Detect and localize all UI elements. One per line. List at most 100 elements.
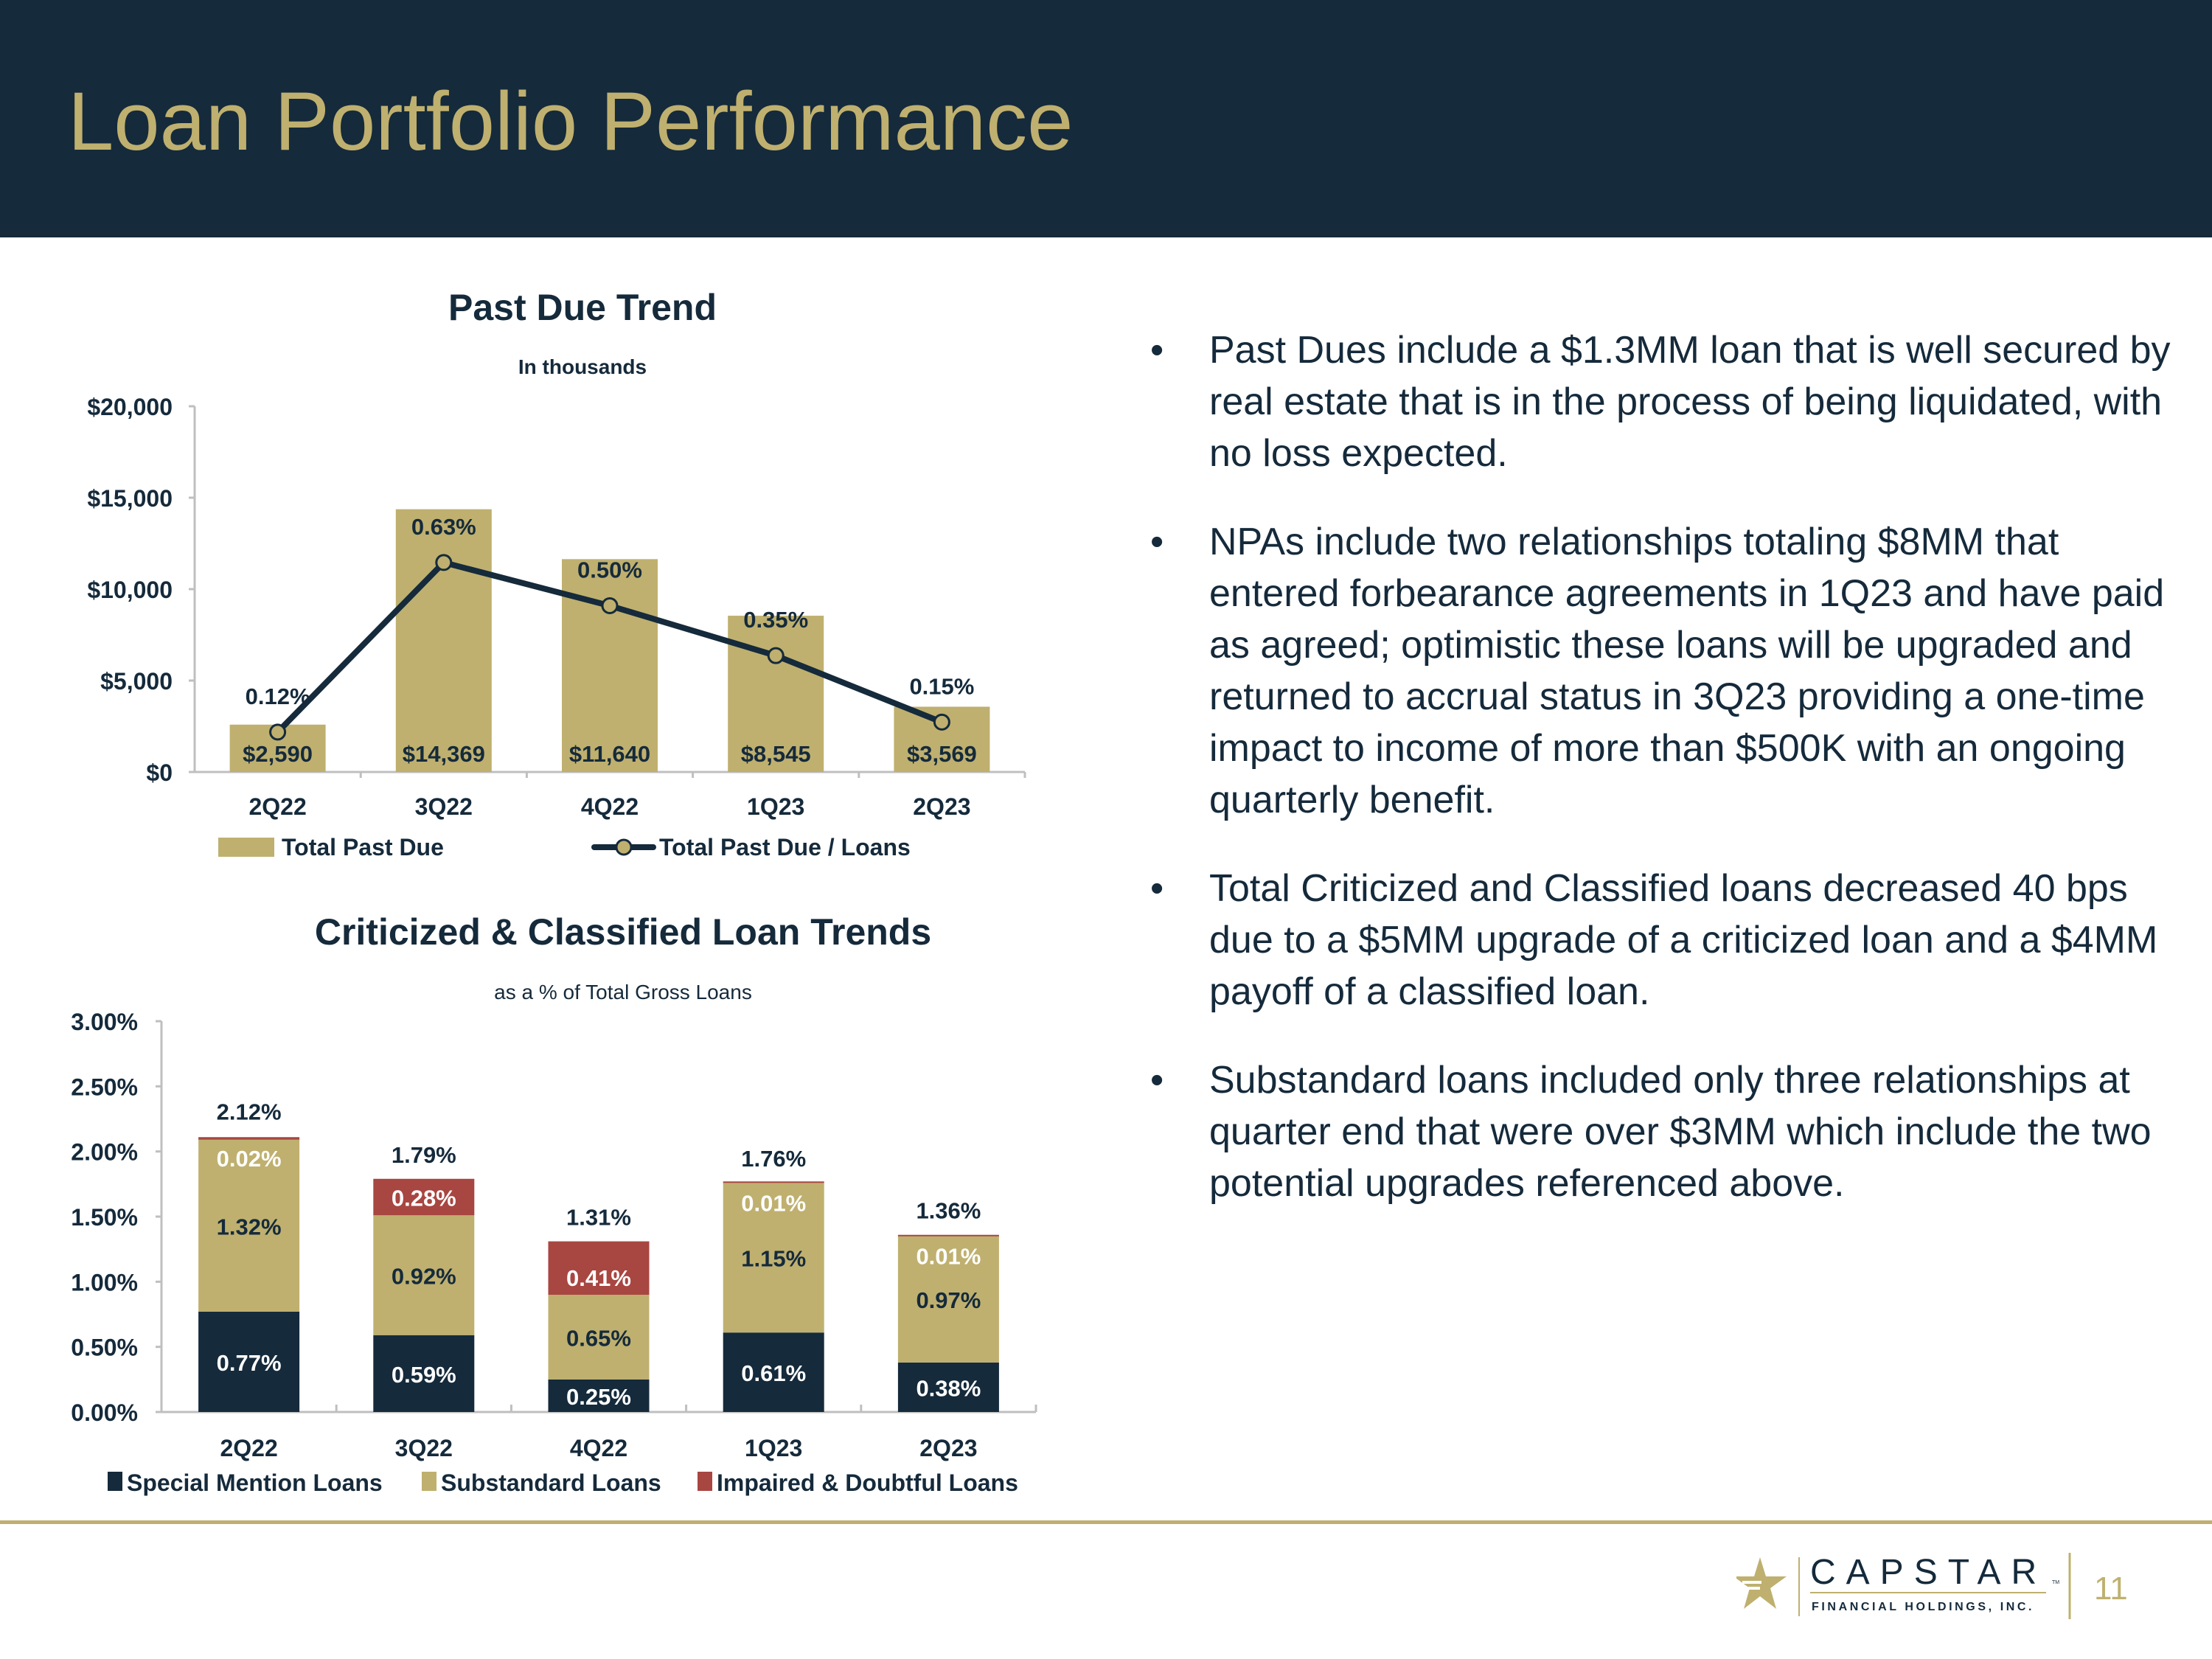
bullet-item: • Past Dues include a $1.3MM loan that is… — [1150, 324, 2183, 479]
bar-special-mention — [897, 1362, 999, 1412]
past-due-chart: $0 $5,000 $10,000 $15,000 $20,000 $2,590 2Q22 $… — [87, 394, 1026, 860]
segment-label: 0.38% — [916, 1375, 981, 1401]
legend-label: Total Past Due — [282, 834, 444, 860]
segment-label: 0.59% — [392, 1362, 456, 1388]
line-data-label: 0.63% — [411, 514, 476, 540]
bar-data-label: $8,545 — [741, 741, 811, 767]
bar-substandard — [198, 1139, 300, 1312]
x-tick-label: 2Q23 — [913, 793, 970, 820]
x-tick-label: 2Q23 — [919, 1435, 977, 1461]
bar-total-past-due — [395, 509, 492, 772]
bullet-text: Past Dues include a $1.3MM loan that is … — [1209, 329, 2171, 475]
line-data-label: 0.35% — [743, 607, 808, 633]
y-tick-label: $20,000 — [87, 394, 173, 420]
bar-impaired-doubtful — [373, 1178, 475, 1216]
bullet-icon: • — [1150, 521, 1164, 563]
line-data-label: 0.12% — [246, 684, 310, 709]
bar-special-mention — [723, 1332, 824, 1412]
line-data-label: 0.15% — [909, 673, 974, 699]
bar-total-past-due — [728, 616, 824, 772]
total-label: 1.31% — [566, 1205, 631, 1231]
chart2-title: Criticized & Classified Loan Trends — [314, 911, 932, 953]
bar-total-past-due — [562, 559, 658, 772]
logo-wordmark: CAPSTAR — [1810, 1553, 2047, 1592]
y-tick-label: 0.00% — [71, 1399, 138, 1426]
x-tick-label: 2Q22 — [220, 1435, 277, 1461]
x-tick-label: 4Q22 — [581, 793, 639, 820]
line-data-label: 0.50% — [577, 557, 642, 583]
total-label: 1.79% — [392, 1142, 456, 1168]
bullet-icon: • — [1150, 867, 1164, 910]
page-number: 11 — [2094, 1571, 2128, 1607]
footer-divider — [0, 1520, 2212, 1524]
bullet-item: • NPAs include two relationships totaling… — [1150, 516, 2183, 826]
star-icon — [1736, 1557, 1787, 1609]
legend-label: Impaired & Doubtful Loans — [717, 1470, 1018, 1496]
y-tick-label: $5,000 — [100, 668, 173, 695]
segment-label: 1.32% — [217, 1214, 282, 1239]
legend-label: Total Past Due / Loans — [659, 834, 911, 860]
commentary-list: • Past Dues include a $1.3MM loan that is… — [1150, 324, 2183, 1246]
segment-label: 0.77% — [217, 1350, 282, 1376]
segment-label: 0.41% — [566, 1265, 631, 1291]
bullet-text: Total Criticized and Classified loans de… — [1209, 867, 2158, 1013]
line-point — [601, 597, 619, 615]
y-tick-label: 1.50% — [71, 1204, 138, 1231]
bar-special-mention — [373, 1335, 475, 1412]
bar-substandard — [373, 1215, 475, 1335]
legend-swatch-marker — [615, 838, 633, 856]
bar-data-label: $11,640 — [569, 741, 650, 767]
segment-label: 0.97% — [916, 1287, 981, 1313]
chart2-subtitle: as a % of Total Gross Loans — [494, 981, 752, 1004]
y-tick-label: 2.50% — [71, 1074, 138, 1100]
bar-impaired-doubtful — [897, 1234, 999, 1237]
bar-substandard — [723, 1183, 824, 1333]
legend-swatch — [698, 1472, 712, 1491]
segment-label: 0.02% — [217, 1146, 282, 1172]
bar-substandard — [897, 1236, 999, 1363]
y-tick-label: 3.00% — [71, 1009, 138, 1035]
segment-label: 0.61% — [741, 1360, 806, 1386]
header-bar: Loan Portfolio Performance — [0, 0, 2212, 237]
legend-label: Substandard Loans — [441, 1470, 661, 1496]
bullet-text: NPAs include two relationships totaling … — [1209, 521, 2165, 821]
y-tick-label: 1.00% — [71, 1269, 138, 1295]
bar-special-mention — [198, 1311, 300, 1412]
segment-label: 0.28% — [392, 1186, 456, 1211]
x-tick-label: 1Q23 — [747, 793, 804, 820]
y-tick-label: $0 — [146, 759, 173, 786]
segment-label: 1.15% — [741, 1246, 806, 1272]
logo-tm: TM — [2052, 1580, 2059, 1585]
y-tick-label: $10,000 — [87, 577, 173, 603]
segment-label: 0.01% — [741, 1190, 806, 1216]
y-tick-label: 0.50% — [71, 1335, 138, 1361]
line-point — [269, 723, 287, 741]
segment-label: 0.65% — [566, 1325, 631, 1351]
segment-label: 0.01% — [916, 1244, 981, 1270]
bullet-icon: • — [1150, 1059, 1164, 1102]
y-tick-label: $15,000 — [87, 485, 173, 512]
bar-impaired-doubtful — [548, 1241, 650, 1295]
line-point — [767, 647, 785, 664]
segment-label: 0.25% — [566, 1384, 631, 1410]
total-label: 1.36% — [916, 1198, 981, 1224]
segment-label: 0.92% — [392, 1264, 456, 1290]
bullet-item: • Substandard loans included only three r… — [1150, 1054, 2183, 1209]
bullet-icon: • — [1150, 329, 1164, 372]
page-title: Loan Portfolio Performance — [68, 75, 1074, 167]
bar-data-label: $3,569 — [907, 741, 977, 767]
chart1-title: Past Due Trend — [448, 287, 717, 328]
bar-impaired-doubtful — [723, 1181, 824, 1183]
legend-swatch — [422, 1472, 437, 1491]
legend-label: Special Mention Loans — [127, 1470, 383, 1496]
line-point — [933, 713, 950, 731]
x-tick-label: 3Q22 — [415, 793, 473, 820]
bar-data-label: $14,369 — [403, 741, 485, 767]
bar-special-mention — [548, 1379, 650, 1412]
x-tick-label: 2Q22 — [248, 793, 306, 820]
bullet-item: • Total Criticized and Classified loans d… — [1150, 863, 2183, 1018]
x-tick-label: 3Q22 — [395, 1435, 453, 1461]
criticized-classified-chart: 0.00% 0.50% 1.00% 1.50% 2.00% 2.50% 3.00% 0.77%… — [71, 1009, 1037, 1496]
line-point — [435, 554, 453, 571]
bar-data-label: $2,590 — [243, 741, 313, 767]
